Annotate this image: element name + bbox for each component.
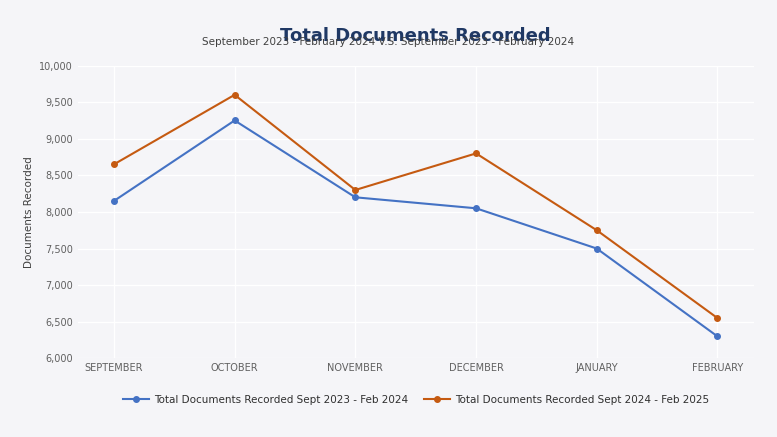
Total Documents Recorded Sept 2023 - Feb 2024 bbox=[230, 118, 239, 123]
Text: September 2023 - February 2024 V.S. September 2023 - February 2024: September 2023 - February 2024 V.S. Sept… bbox=[203, 37, 574, 47]
Total Documents Recorded Sept 2024 - Feb 2025 bbox=[713, 316, 722, 321]
Total Documents Recorded Sept 2024 - Feb 2025 bbox=[592, 228, 601, 233]
Total Documents Recorded Sept 2023 - Feb 2024 bbox=[350, 194, 360, 200]
Total Documents Recorded Sept 2024 - Feb 2025 bbox=[472, 151, 481, 156]
Total Documents Recorded Sept 2024 - Feb 2025 bbox=[110, 162, 119, 167]
Total Documents Recorded Sept 2024 - Feb 2025 bbox=[230, 92, 239, 97]
Title: Total Documents Recorded: Total Documents Recorded bbox=[280, 27, 551, 45]
Line: Total Documents Recorded Sept 2024 - Feb 2025: Total Documents Recorded Sept 2024 - Feb… bbox=[111, 92, 720, 321]
Legend: Total Documents Recorded Sept 2023 - Feb 2024, Total Documents Recorded Sept 202: Total Documents Recorded Sept 2023 - Feb… bbox=[118, 390, 713, 409]
Total Documents Recorded Sept 2023 - Feb 2024 bbox=[592, 246, 601, 251]
Total Documents Recorded Sept 2023 - Feb 2024 bbox=[110, 198, 119, 204]
Total Documents Recorded Sept 2023 - Feb 2024 bbox=[713, 334, 722, 339]
Total Documents Recorded Sept 2023 - Feb 2024 bbox=[472, 206, 481, 211]
Y-axis label: Documents Recorded: Documents Recorded bbox=[23, 156, 33, 268]
Total Documents Recorded Sept 2024 - Feb 2025 bbox=[350, 187, 360, 193]
Line: Total Documents Recorded Sept 2023 - Feb 2024: Total Documents Recorded Sept 2023 - Feb… bbox=[111, 118, 720, 339]
